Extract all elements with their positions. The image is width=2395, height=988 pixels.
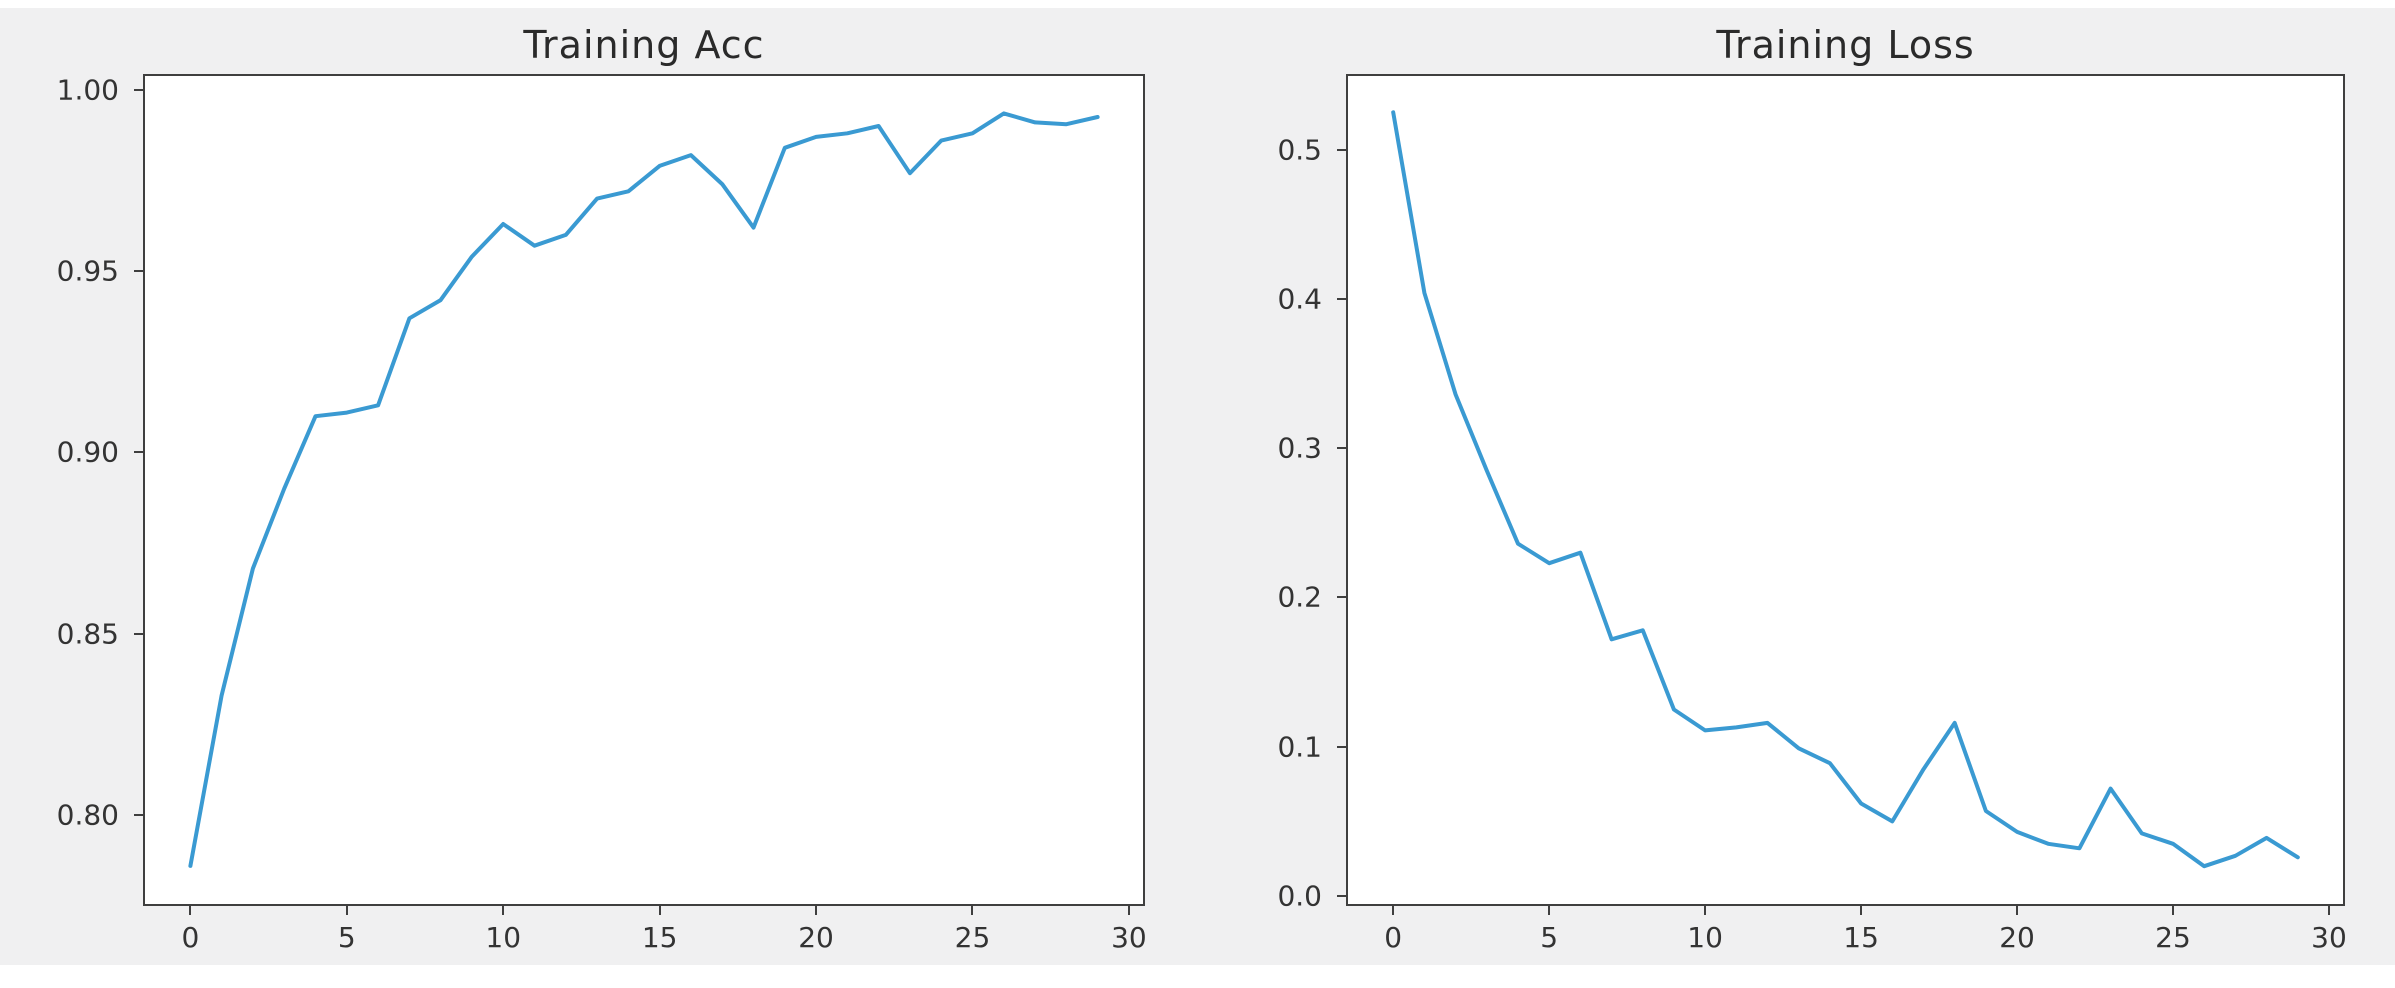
y-axis-tick-label: 0.95: [56, 254, 119, 288]
y-axis-tick-label: 0.90: [56, 435, 119, 469]
x-axis-tick: [2016, 906, 2019, 915]
y-axis-tick: [1337, 745, 1346, 748]
x-axis-tick: [189, 906, 192, 915]
x-axis-tick-label: 20: [1999, 921, 2035, 954]
x-axis-tick: [658, 906, 661, 915]
x-axis-tick-label: 30: [1111, 921, 1147, 954]
y-axis-tick-label: 0.5: [1277, 133, 1322, 167]
y-axis-tick-label: 0.2: [1277, 580, 1322, 614]
x-axis-tick-label: 5: [1540, 921, 1559, 954]
x-axis-tick-label: 10: [1687, 921, 1723, 954]
y-axis-tick-label: 0.4: [1277, 282, 1322, 316]
x-axis-tick-label: 30: [2311, 921, 2347, 954]
x-axis-tick: [2172, 906, 2174, 915]
x-axis-tick-label: 25: [954, 921, 991, 954]
x-axis-tick: [1704, 906, 1707, 915]
x-axis-tick: [1548, 906, 1551, 915]
chart-title-training-loss: Training Loss: [1716, 23, 1975, 67]
x-axis-tick: [345, 906, 348, 915]
x-axis-tick-label: 15: [1843, 921, 1879, 954]
y-axis-tick: [1337, 596, 1346, 599]
x-axis-tick-label: 0: [1384, 921, 1403, 954]
y-axis-tick: [1337, 895, 1346, 898]
x-axis-tick: [815, 906, 818, 915]
x-axis-tick-label: 15: [641, 921, 678, 954]
y-axis-tick: [1337, 148, 1346, 151]
figure-canvas: Training Acc Training Loss 0.80 0.85 0.90 0…: [0, 8, 2395, 965]
training-loss-plot-area: [1346, 74, 2345, 906]
y-axis-tick: [134, 270, 143, 273]
line-series-accuracy: [188, 111, 1100, 868]
x-axis-tick-label: 25: [2155, 921, 2191, 954]
y-axis-tick-label: 0.85: [56, 617, 119, 651]
chart-title-training-acc: Training Acc: [523, 23, 765, 67]
x-axis-tick-label: 20: [798, 921, 834, 954]
y-axis-tick-label: 0.1: [1277, 730, 1322, 764]
x-axis-tick: [1392, 906, 1395, 915]
y-axis-tick: [134, 814, 143, 817]
y-axis-tick-label: 1.00: [56, 73, 119, 107]
y-axis-tick-label: 0.80: [56, 798, 119, 832]
x-axis-tick: [1860, 906, 1863, 915]
x-axis-tick: [2327, 906, 2330, 915]
y-axis-tick: [1337, 297, 1346, 300]
x-axis-tick: [1127, 906, 1130, 915]
y-axis-tick: [134, 88, 143, 91]
x-axis-tick: [502, 906, 505, 915]
x-axis-tick: [971, 906, 974, 915]
training-acc-plot-area: [143, 74, 1145, 906]
y-axis-tick: [134, 451, 143, 454]
y-axis-tick-label: 0.0: [1277, 879, 1322, 913]
x-axis-tick-label: 5: [337, 921, 356, 954]
x-axis-tick-label: 10: [485, 921, 522, 954]
x-axis-tick-label: 0: [181, 921, 200, 954]
line-series-loss: [1391, 110, 2300, 869]
y-axis-tick: [134, 632, 143, 635]
y-axis-tick: [1337, 447, 1346, 450]
y-axis-tick-label: 0.3: [1277, 431, 1322, 465]
